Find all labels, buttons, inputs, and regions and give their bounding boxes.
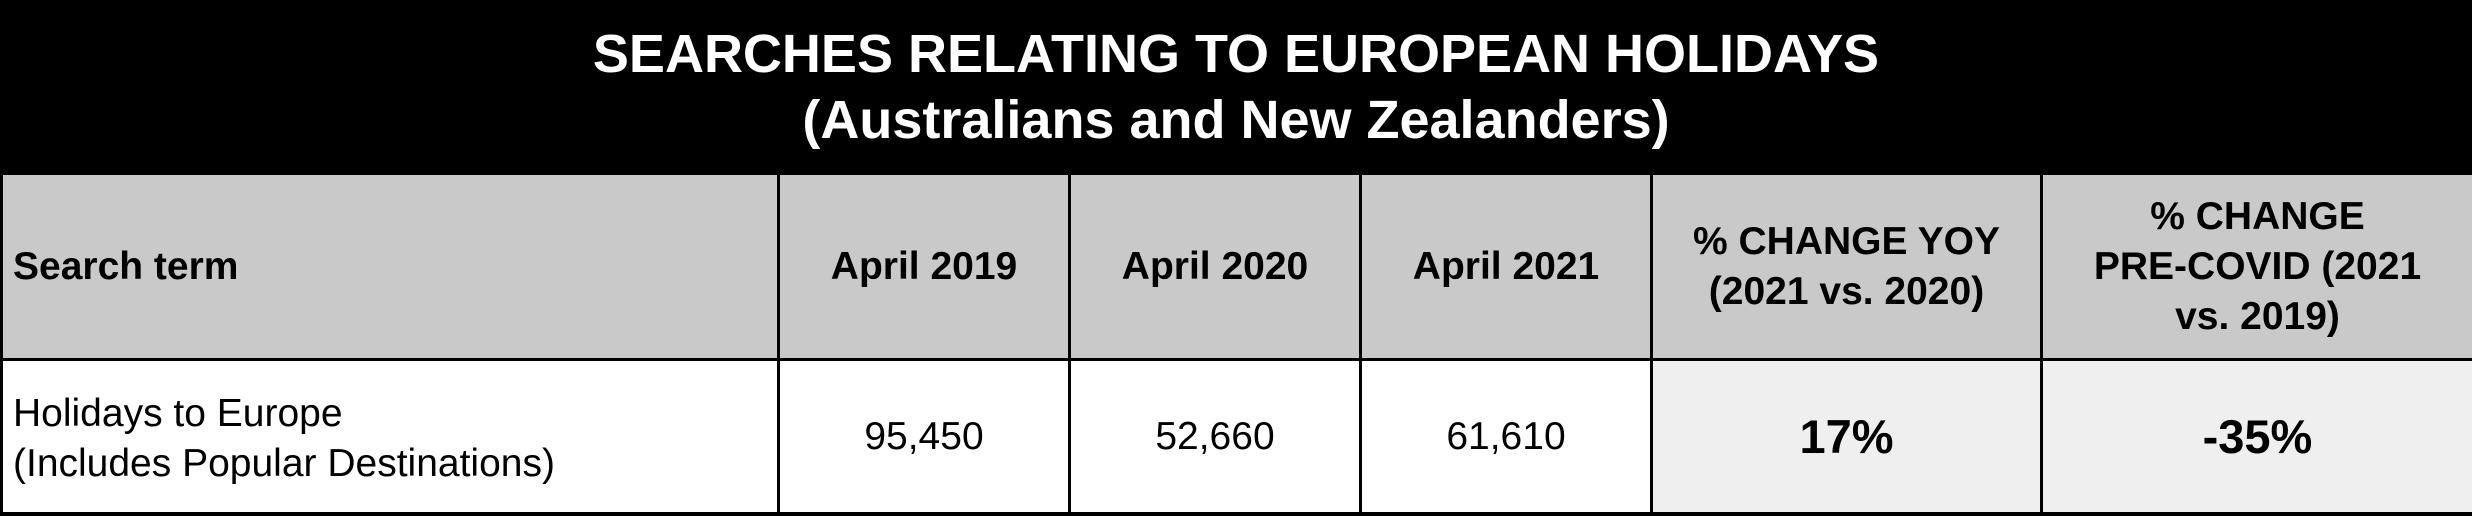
- header-april-2020: April 2020: [1068, 172, 1362, 361]
- cell-april-2021: 61,610: [1359, 358, 1653, 515]
- title-line-2: (Australians and New Zealanders): [802, 90, 1670, 150]
- header-april-2019: April 2019: [777, 172, 1071, 361]
- header-change-precovid-line-1: % CHANGE: [2150, 194, 2365, 238]
- header-change-precovid: % CHANGE PRE-COVID (2021 vs. 2019): [2040, 172, 2472, 361]
- header-row: Search term April 2019 April 2020 April …: [0, 172, 2472, 361]
- cell-april-2020: 52,660: [1068, 358, 1362, 515]
- header-change-precovid-line-3: vs. 2019): [2175, 294, 2340, 338]
- cell-search-term-line-1: Holidays to Europe: [13, 391, 343, 435]
- cell-search-term-line-2: (Includes Popular Destinations): [13, 441, 555, 485]
- table-row: Holidays to Europe (Includes Popular Des…: [0, 358, 2472, 515]
- cell-april-2019: 95,450: [777, 358, 1071, 515]
- title-banner: SEARCHES RELATING TO EUROPEAN HOLIDAYS (…: [0, 0, 2472, 172]
- cell-change-precovid: -35%: [2040, 358, 2472, 515]
- header-change-yoy-line-2: (2021 vs. 2020): [1708, 269, 1985, 313]
- cell-change-yoy: 17%: [1650, 358, 2043, 515]
- header-april-2021: April 2021: [1359, 172, 1653, 361]
- header-search-term: Search term: [0, 172, 780, 361]
- header-change-yoy-line-1: % CHANGE YOY: [1692, 219, 2000, 263]
- searches-table: Search term April 2019 April 2020 April …: [0, 172, 2472, 515]
- header-change-yoy: % CHANGE YOY (2021 vs. 2020): [1650, 172, 2043, 361]
- title-line-1: SEARCHES RELATING TO EUROPEAN HOLIDAYS: [592, 24, 1880, 84]
- cell-search-term: Holidays to Europe (Includes Popular Des…: [0, 358, 780, 515]
- header-change-precovid-line-2: PRE-COVID (2021: [2093, 244, 2422, 288]
